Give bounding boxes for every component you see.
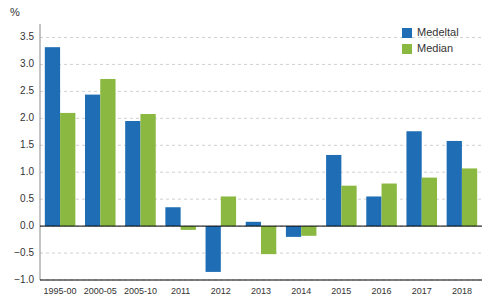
legend: Medeltal Median (402, 26, 459, 54)
y-tick-label: 0.0 (20, 220, 34, 231)
bar (261, 226, 276, 254)
bar (301, 226, 316, 236)
y-tick-label: 1.0 (20, 166, 34, 177)
x-tick-label: 2016 (372, 286, 392, 296)
legend-label: Median (417, 42, 453, 54)
bar (85, 95, 100, 227)
bar (341, 186, 356, 226)
bar (382, 184, 397, 227)
y-tick-label: 2.0 (20, 112, 34, 123)
bar (181, 226, 196, 230)
x-tick-label: 2005-10 (124, 286, 157, 296)
x-tick-label: 2017 (412, 286, 432, 296)
y-tick-label: 0.5 (20, 193, 34, 204)
zero-line (40, 226, 482, 227)
bar (246, 222, 261, 226)
y-tick-label: 3.5 (20, 31, 34, 42)
grid-line (40, 280, 482, 281)
bar (221, 196, 236, 226)
bar (326, 155, 341, 226)
bar (140, 114, 155, 226)
y-tick-label: −1.0 (14, 274, 34, 285)
x-tick-label: 2015 (331, 286, 351, 296)
bar (165, 207, 180, 226)
y-tick-label: 1.5 (20, 139, 34, 150)
chart: −1.0 −0.5 0.0 0.5 1.0 1.5 2.0 2.5 3.0 3.5% 1995-00… (0, 0, 492, 302)
x-tick-label: 2000-05 (84, 286, 117, 296)
grid-line (40, 64, 482, 65)
bar (206, 226, 221, 272)
x-tick-label: 2012 (211, 286, 231, 296)
y-axis-line (40, 24, 41, 280)
bar (406, 131, 421, 226)
bar (125, 121, 140, 226)
legend-label: Medeltal (417, 26, 459, 38)
y-label: % (10, 6, 20, 18)
grid (40, 37, 482, 280)
y-tick-label: 3.0 (20, 58, 34, 69)
chart-container: −1.0 −0.5 0.0 0.5 1.0 1.5 2.0 2.5 3.0 3.5% 1995-00… (0, 0, 492, 302)
x-axis-line (40, 280, 482, 281)
y-axis: −1.0 −0.5 0.0 0.5 1.0 1.5 2.0 2.5 3.0 3.5 (14, 31, 34, 285)
y-tick-label: 2.5 (20, 85, 34, 96)
y-tick-label: −0.5 (14, 247, 34, 258)
bar (447, 141, 462, 226)
x-tick-label: 2013 (251, 286, 271, 296)
x-tick-label: 1995-00 (44, 286, 77, 296)
bar (100, 79, 115, 226)
bar (366, 196, 381, 226)
bar (422, 178, 437, 227)
x-tick-label: 2018 (452, 286, 472, 296)
bar (45, 47, 60, 226)
bars (45, 47, 477, 272)
bar (462, 168, 477, 226)
bar (286, 226, 301, 237)
bar (60, 113, 75, 226)
legend-swatch (402, 28, 412, 38)
x-axis: 1995-00 2000-05 2005-10 2011 2012 2013 2014 201… (44, 286, 472, 296)
x-tick-label: 2011 (171, 286, 190, 296)
grid-line (40, 226, 482, 227)
legend-swatch (402, 44, 412, 54)
x-tick-label: 2014 (291, 286, 311, 296)
grid-line (40, 37, 482, 38)
